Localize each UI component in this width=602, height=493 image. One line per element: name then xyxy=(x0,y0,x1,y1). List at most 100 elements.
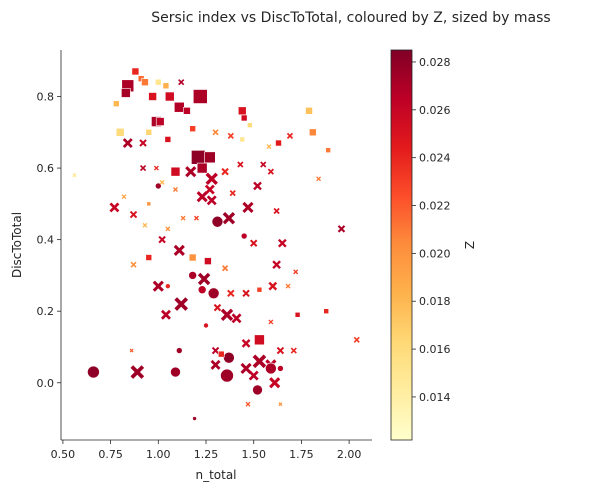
data-point-circle xyxy=(207,287,220,300)
data-point-square xyxy=(188,253,197,262)
data-point-x xyxy=(206,195,217,206)
data-point-x xyxy=(222,211,236,225)
data-point-square xyxy=(237,106,247,116)
data-point-x xyxy=(205,172,218,186)
data-point-x xyxy=(204,184,215,195)
data-point-x xyxy=(253,181,262,191)
data-point-x xyxy=(290,347,297,354)
data-point-square xyxy=(146,201,152,207)
data-point-x xyxy=(153,165,159,171)
data-point-x xyxy=(174,297,189,311)
data-point-x xyxy=(185,166,197,178)
colorbar-tick-label: 0.016 xyxy=(419,343,451,356)
data-point-x xyxy=(159,179,165,185)
data-point-x xyxy=(152,280,164,292)
colorbar-tick-label: 0.020 xyxy=(419,247,451,260)
data-point-x xyxy=(272,260,281,270)
data-point-x xyxy=(121,194,127,200)
colorbar-tick-label: 0.014 xyxy=(419,391,451,404)
data-point-circle xyxy=(211,215,224,228)
data-point-x xyxy=(180,215,186,221)
data-point-circle xyxy=(192,416,197,421)
data-point-x xyxy=(316,176,322,182)
data-point-square xyxy=(183,107,191,115)
x-tick-label: 0.75 xyxy=(98,448,123,461)
data-point-x xyxy=(267,168,274,175)
data-point-x xyxy=(142,222,148,228)
y-tick-label: 0.4 xyxy=(37,234,55,247)
data-point-x xyxy=(240,362,252,375)
data-point-x xyxy=(245,401,251,407)
data-point-square xyxy=(164,91,175,102)
x-tick-label: 0.50 xyxy=(51,448,76,461)
data-point-circle xyxy=(203,322,209,329)
data-point-x xyxy=(129,348,134,353)
data-point-square xyxy=(309,128,317,137)
data-point-square xyxy=(191,150,206,165)
data-point-x xyxy=(249,239,258,247)
data-point-x xyxy=(266,144,272,150)
data-point-square xyxy=(113,100,120,107)
y-tick-label: 0.8 xyxy=(37,91,55,104)
x-axis-label: n_total xyxy=(195,468,236,482)
data-point-square xyxy=(162,82,170,90)
data-point-x xyxy=(242,289,250,298)
data-point-circle xyxy=(252,384,263,396)
colorbar: 0.014 0.016 0.018 0.020 0.022 0.024 0.026 0.028 xyxy=(390,49,451,441)
data-point-x xyxy=(139,164,147,172)
data-point-x xyxy=(221,167,229,176)
data-point-square xyxy=(145,254,153,261)
data-point-x xyxy=(172,187,178,193)
data-point-x xyxy=(337,225,346,233)
data-point-circle xyxy=(197,285,207,295)
data-point-square xyxy=(305,107,313,115)
data-point-square xyxy=(323,308,330,314)
data-point-x xyxy=(165,226,171,232)
data-point-square xyxy=(217,350,225,358)
y-tick-label: 0.2 xyxy=(37,305,55,318)
data-point-square xyxy=(115,127,125,137)
data-point-square xyxy=(325,147,331,153)
data-point-x xyxy=(276,346,285,355)
data-point-circle xyxy=(240,232,248,240)
data-point-square xyxy=(192,89,208,104)
data-point-x xyxy=(173,244,185,256)
data-point-x xyxy=(268,281,278,291)
y-tick-label: 0.0 xyxy=(37,377,55,390)
data-point-x xyxy=(248,370,259,381)
colorbar-tick-label: 0.028 xyxy=(419,56,451,69)
data-point-square xyxy=(204,257,212,265)
data-point-x xyxy=(210,359,221,370)
x-tick-label: 1.25 xyxy=(194,448,219,461)
data-points xyxy=(72,67,360,421)
y-tick-label: 0.6 xyxy=(37,162,55,175)
data-point-x xyxy=(72,173,77,178)
data-point-square xyxy=(155,117,165,126)
data-point-x xyxy=(252,354,267,369)
data-point-x xyxy=(242,201,254,214)
data-point-x xyxy=(269,377,281,389)
data-point-square xyxy=(131,67,140,76)
data-point-square xyxy=(240,114,248,122)
data-point-circle xyxy=(87,365,100,379)
data-point-square xyxy=(121,88,131,98)
data-point-x xyxy=(193,215,199,221)
data-point-x xyxy=(178,79,185,86)
axes: 0.50 0.75 1.00 1.25 1.50 1.75 2.00 0.0 0.2 0.4 0.6… xyxy=(37,50,372,461)
data-point-square xyxy=(275,139,282,147)
data-point-x xyxy=(122,138,133,148)
data-point-square xyxy=(173,101,185,113)
data-point-x xyxy=(229,190,236,197)
data-point-x xyxy=(220,308,234,321)
data-point-x xyxy=(237,161,244,168)
data-point-x xyxy=(129,210,138,219)
data-point-square xyxy=(196,162,208,174)
data-point-circle xyxy=(165,283,171,289)
data-point-x xyxy=(353,336,360,343)
data-point-square xyxy=(189,125,196,133)
data-point-x xyxy=(286,132,294,139)
data-point-x xyxy=(260,161,267,168)
data-point-square xyxy=(155,78,162,86)
data-point-square xyxy=(141,78,149,87)
data-point-x xyxy=(221,265,229,272)
